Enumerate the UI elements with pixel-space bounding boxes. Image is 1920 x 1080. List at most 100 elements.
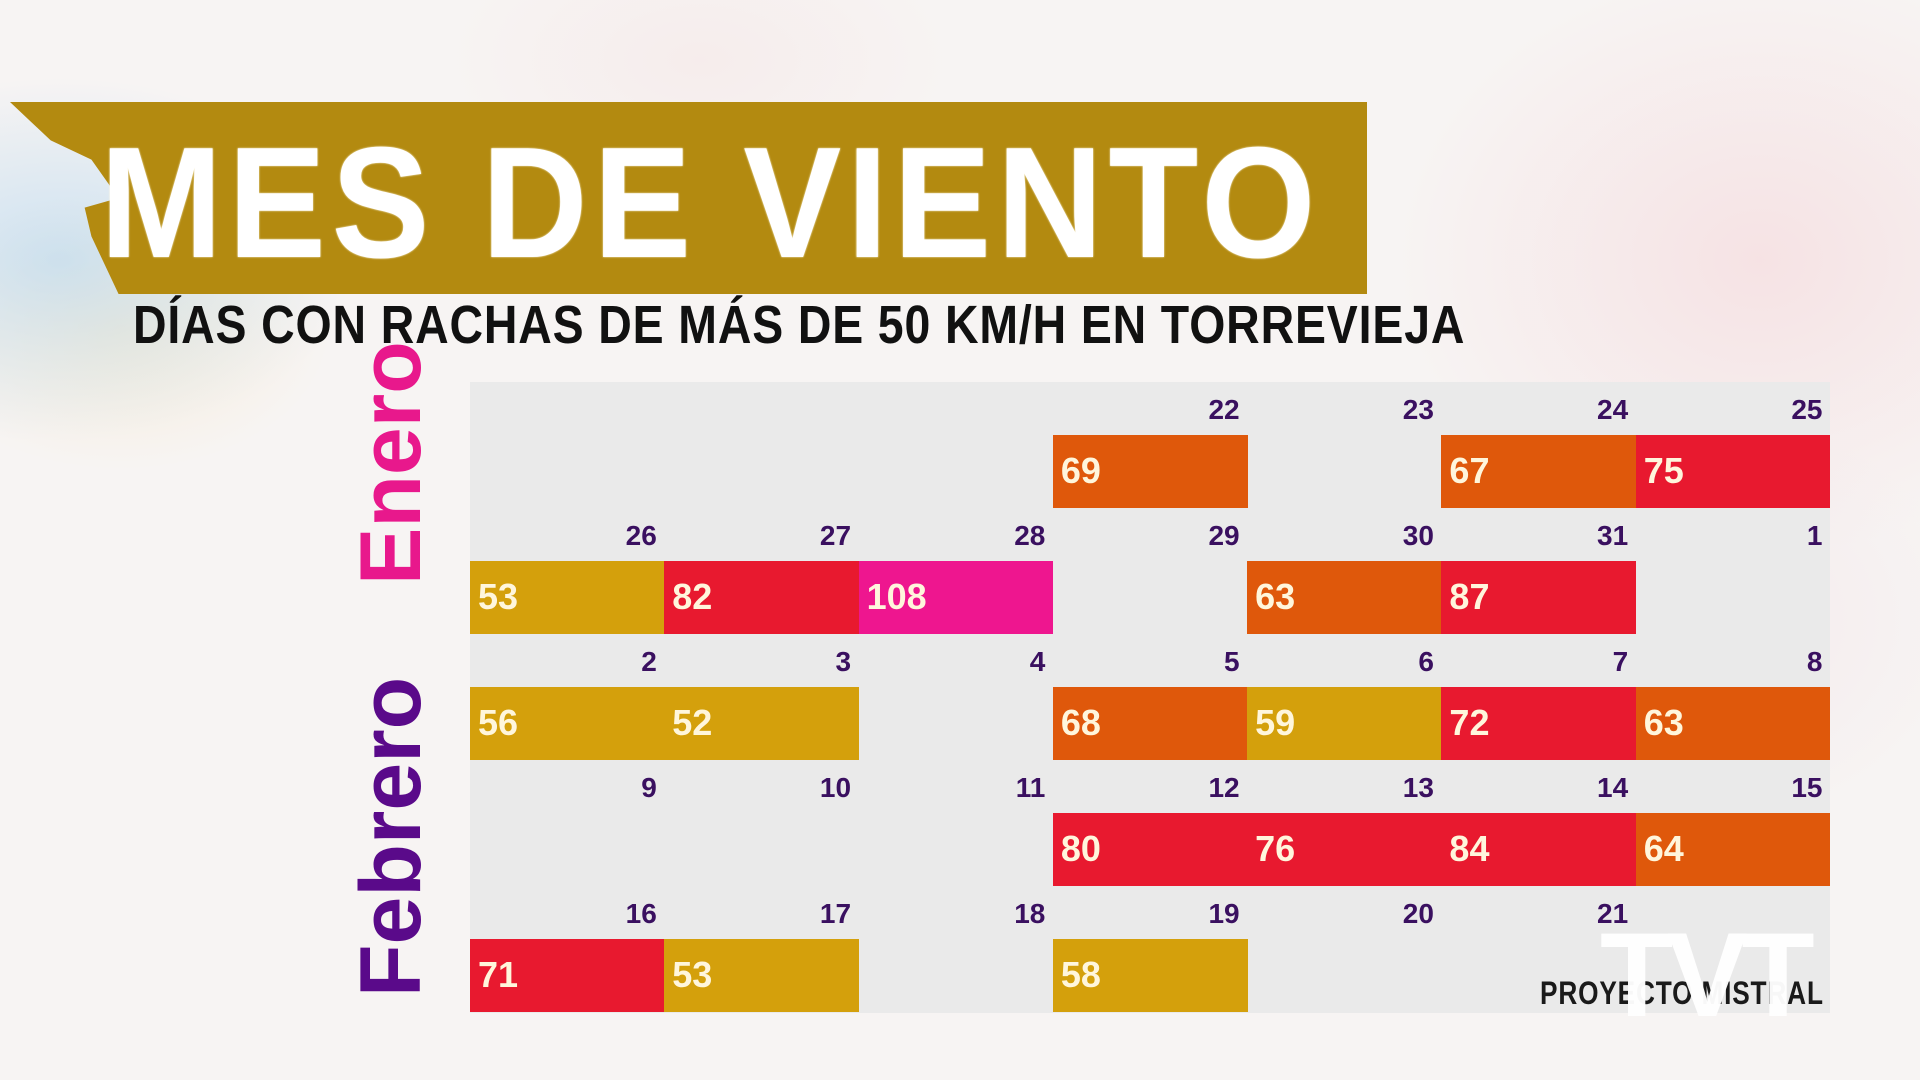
calendar-day-cell: 30 63 — [1247, 508, 1442, 634]
day-number: 29 — [1208, 520, 1240, 551]
gust-value: 108 — [866, 576, 927, 617]
month-label-enero: Enero — [343, 341, 439, 585]
day-number: 14 — [1597, 772, 1629, 803]
title-banner — [10, 102, 1367, 294]
calendar-day-cell — [470, 382, 665, 508]
day-number: 24 — [1597, 394, 1629, 425]
wind-gust-bar: 59 — [1247, 687, 1442, 760]
gust-value: 72 — [1449, 702, 1490, 743]
day-number: 25 — [1791, 394, 1823, 425]
gust-value: 87 — [1449, 576, 1490, 617]
day-number: 26 — [625, 520, 657, 551]
calendar-grid: 22 69 23 24 67 25 75 26 53 27 82 28 108 29 30 63 31 87 1 2 5… — [470, 382, 1831, 1013]
gust-value: 80 — [1060, 828, 1101, 869]
calendar-day-cell: 15 64 — [1635, 760, 1831, 886]
calendar-day-cell: 29 — [1053, 508, 1248, 634]
day-number: 31 — [1597, 520, 1629, 551]
day-number: 5 — [1224, 646, 1240, 677]
day-number: 7 — [1612, 646, 1629, 677]
gust-value: 63 — [1643, 702, 1684, 743]
day-number: 20 — [1402, 898, 1434, 929]
day-number: 18 — [1014, 898, 1046, 929]
calendar-day-cell: 16 71 — [470, 886, 665, 1012]
wind-gust-bar: 72 — [1441, 687, 1637, 760]
gust-value: 56 — [478, 702, 519, 743]
calendar-day-cell: 13 76 — [1247, 760, 1442, 886]
wind-gust-bar: 56 — [470, 687, 665, 760]
wind-gust-bar: 71 — [470, 939, 665, 1012]
day-number: 27 — [819, 520, 852, 551]
wind-gust-bar: 84 — [1441, 813, 1637, 886]
gust-value: 52 — [672, 702, 713, 743]
calendar-day-cell: 10 — [664, 760, 859, 886]
day-number: 9 — [641, 772, 657, 803]
wind-gust-bar: 63 — [1247, 561, 1442, 634]
day-number: 3 — [835, 646, 852, 677]
calendar-day-cell: 22 69 — [1052, 382, 1248, 508]
calendar-day-cell: 11 — [859, 760, 1054, 886]
calendar-day-cell: 7 72 — [1441, 634, 1637, 760]
day-number: 1 — [1806, 520, 1823, 551]
gust-value: 75 — [1643, 450, 1684, 491]
gust-value: 59 — [1255, 702, 1296, 743]
gust-value: 53 — [478, 576, 519, 617]
page-title: MES DE VIENTO — [100, 115, 1322, 291]
day-number: 8 — [1806, 646, 1823, 677]
wind-gust-bar: 87 — [1441, 561, 1637, 634]
day-number: 22 — [1208, 394, 1240, 425]
calendar-day-cell: 20 — [1247, 886, 1442, 1012]
day-number: 4 — [1029, 646, 1046, 677]
wind-gust-bar: 58 — [1052, 939, 1248, 1012]
calendar-day-cell: 21 — [1441, 886, 1636, 1012]
calendar-day-cell: 8 63 — [1635, 634, 1831, 760]
gust-value: 69 — [1060, 450, 1101, 491]
calendar-day-cell — [859, 382, 1054, 508]
wind-gust-bar: 53 — [664, 939, 860, 1012]
calendar-day-cell: 6 59 — [1247, 634, 1442, 760]
calendar-day-cell: 23 — [1247, 382, 1442, 508]
wind-gust-bar: 63 — [1635, 687, 1831, 760]
calendar-day-cell: 4 — [859, 634, 1054, 760]
day-number: 11 — [1015, 772, 1046, 803]
wind-gust-bar: 76 — [1247, 813, 1442, 886]
wind-gust-bar: 52 — [664, 687, 860, 760]
day-number: 10 — [819, 772, 852, 803]
day-number: 15 — [1791, 772, 1823, 803]
calendar-day-cell: 25 75 — [1635, 382, 1831, 508]
calendar-day-cell: 1 — [1636, 508, 1831, 634]
day-number: 17 — [819, 898, 852, 929]
calendar-day-cell: 14 84 — [1441, 760, 1637, 886]
calendar-day-cell: 5 68 — [1052, 634, 1248, 760]
day-number: 6 — [1418, 646, 1434, 677]
day-number: 23 — [1402, 394, 1434, 425]
gust-value: 63 — [1255, 576, 1296, 617]
calendar-day-cell: 3 52 — [664, 634, 860, 760]
wind-gust-bar: 82 — [664, 561, 860, 634]
calendar-day-cell: 19 58 — [1052, 886, 1248, 1012]
wind-gust-bar: 75 — [1635, 435, 1831, 508]
tvt-logo: TVT — [1600, 908, 1815, 1042]
wind-gust-bar: 80 — [1052, 813, 1248, 886]
calendar-day-cell: 28 108 — [858, 508, 1054, 634]
day-number: 16 — [625, 898, 657, 929]
gust-value: 58 — [1060, 954, 1101, 995]
gust-value: 82 — [672, 576, 713, 617]
calendar-day-cell: 18 — [859, 886, 1054, 1012]
wind-gust-bar: 53 — [470, 561, 665, 634]
wind-gust-bar: 67 — [1441, 435, 1637, 508]
wind-gust-bar: 69 — [1052, 435, 1248, 508]
gust-value: 68 — [1060, 702, 1101, 743]
day-number: 30 — [1402, 520, 1434, 551]
page-subtitle: DÍAS CON RACHAS DE MÁS DE 50 KM/H EN TOR… — [133, 295, 1466, 355]
wind-gust-bar: 108 — [858, 561, 1054, 634]
day-number: 21 — [1597, 898, 1629, 929]
month-label-febrero: Febrero — [343, 676, 439, 997]
day-number: 19 — [1208, 898, 1240, 929]
calendar-day-cell: 9 — [470, 760, 665, 886]
calendar-day-cell: 12 80 — [1052, 760, 1248, 886]
gust-value: 71 — [478, 954, 519, 995]
gust-value: 53 — [672, 954, 713, 995]
calendar-day-cell: 24 67 — [1441, 382, 1637, 508]
calendar-day-cell: 27 82 — [664, 508, 860, 634]
gust-value: 67 — [1449, 450, 1490, 491]
